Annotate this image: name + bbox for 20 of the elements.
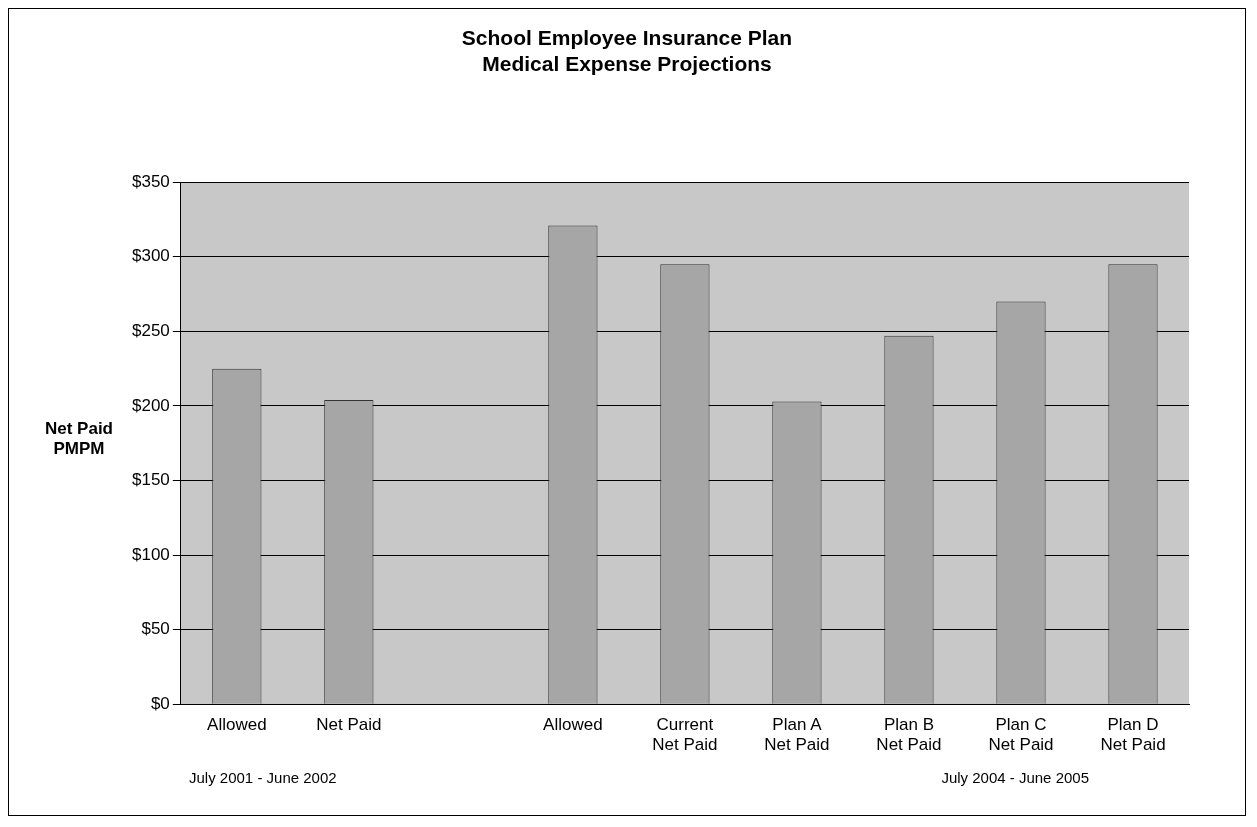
y-tick-label: $150 (131, 470, 170, 490)
y-axis-title: Net Paid PMPM (44, 419, 114, 459)
x-tick-label: Allowed (543, 715, 603, 735)
y-tick-label: $250 (131, 321, 170, 341)
x-tick-label: Plan C Net Paid (988, 715, 1054, 755)
chart-title: School Employee Insurance Plan Medical Expense Projections (460, 25, 794, 77)
x-tick-label: Net Paid (316, 715, 382, 735)
y-tick-label: $350 (131, 171, 170, 191)
text: July 2001 - June 2002 (189, 769, 337, 786)
y-tick-label: $300 (131, 246, 170, 266)
x-tick-label: Plan B Net Paid (876, 715, 942, 755)
text: July 2004 - June 2005 (941, 769, 1089, 786)
y-tick-label: $50 (141, 619, 170, 639)
y-tick-label: $100 (131, 544, 170, 564)
y-tick-label: $200 (131, 395, 170, 415)
x-tick-label: Plan D Net Paid (1100, 715, 1166, 755)
y-tick-label: $0 (150, 693, 170, 713)
x-tick-label: Plan A Net Paid (764, 715, 830, 755)
x-tick-label: Allowed (207, 715, 267, 735)
x-tick-label: Current Net Paid (652, 715, 718, 755)
